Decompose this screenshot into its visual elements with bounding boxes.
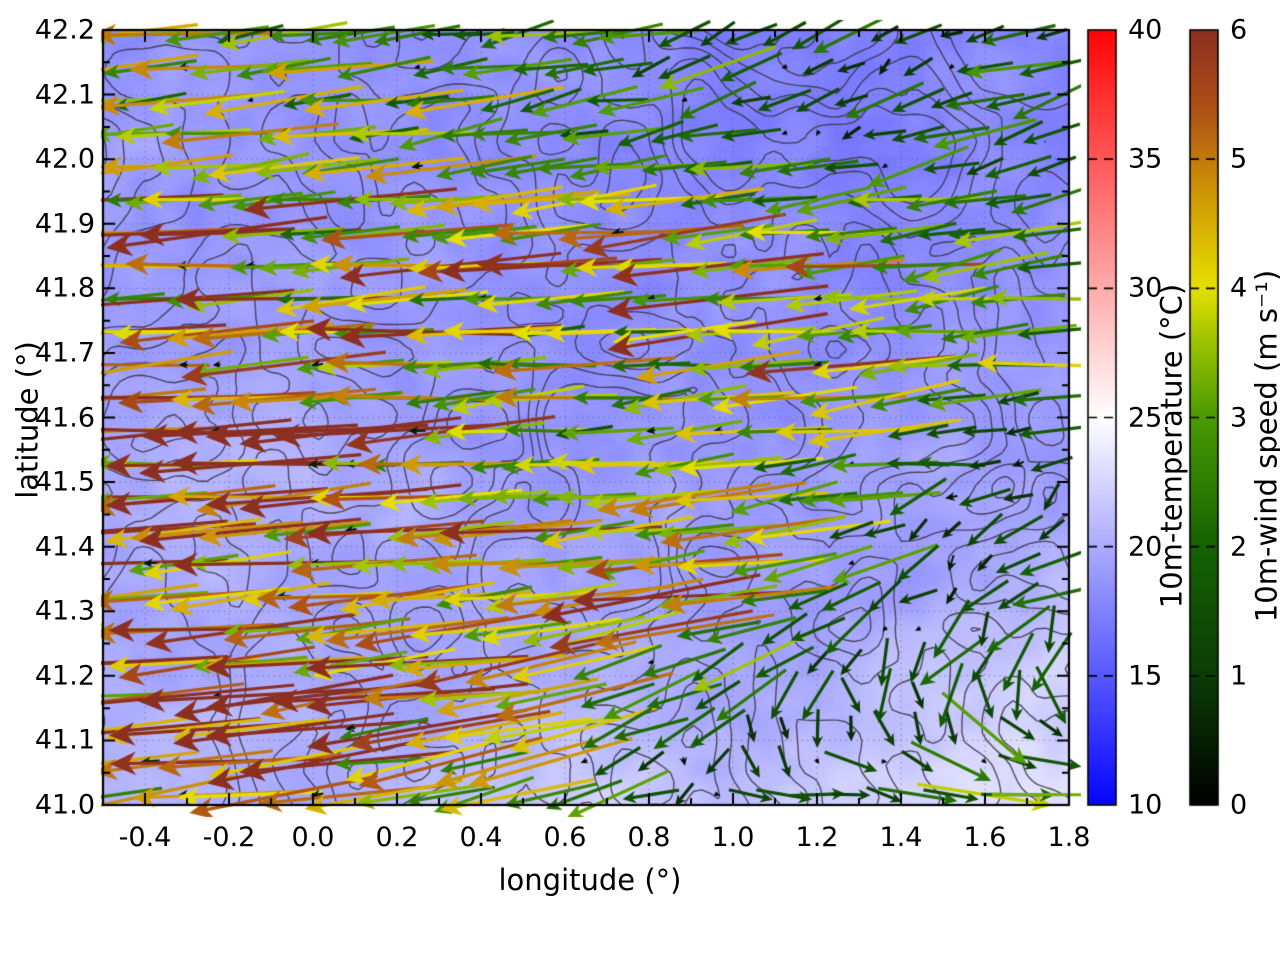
y-tick-label: 42.2 — [34, 14, 95, 46]
wind-colorbar-tick-label: 5 — [1230, 143, 1248, 175]
x-tick-label: 1.8 — [1047, 822, 1091, 853]
wind-colorbar-tick-label: 3 — [1230, 402, 1248, 433]
temperature-colorbar-title: 10m-temperature (°C) — [1154, 283, 1189, 609]
wind-colorbar-tick-label: 6 — [1230, 14, 1248, 46]
y-tick-label: 41.0 — [34, 789, 95, 821]
wind-colorbar-tick-label: 2 — [1230, 531, 1248, 563]
wind-colorbar-tick-label: 4 — [1230, 272, 1248, 304]
x-tick-label: 0.8 — [627, 822, 671, 853]
temperature-colorbar-tick-label: 25 — [1128, 402, 1163, 433]
y-tick-label: 41.7 — [34, 337, 95, 369]
y-axis-title: latitude (°) — [10, 341, 45, 499]
x-tick-label: 0.2 — [375, 822, 419, 853]
temperature-colorbar-tick-label: 10 — [1128, 789, 1163, 821]
temperature-colorbar-tick-label: 30 — [1128, 272, 1163, 304]
y-tick-label: 41.2 — [34, 660, 95, 692]
x-tick-label: 0.6 — [543, 822, 587, 853]
wind-colorbar-tick-label: 0 — [1230, 789, 1248, 821]
x-tick-label: 1.6 — [963, 822, 1007, 853]
x-tick-label: 0.4 — [459, 822, 503, 853]
wind-colorbar-tick-label: 1 — [1230, 660, 1248, 692]
x-tick-label: 1.0 — [711, 822, 755, 853]
x-axis-title: longitude (°) — [498, 863, 682, 897]
y-tick-label: 42.0 — [34, 143, 95, 175]
y-tick-label: 41.5 — [34, 466, 95, 498]
temperature-colorbar-tick-label: 40 — [1128, 14, 1163, 46]
wind-colorbar-title: 10m-wind speed (m s⁻¹) — [1249, 269, 1280, 623]
temperature-colorbar-tick-label: 35 — [1128, 143, 1163, 175]
y-tick-label: 41.1 — [34, 724, 95, 756]
x-tick-label: -0.4 — [118, 822, 172, 853]
y-tick-label: 41.6 — [34, 402, 95, 433]
y-tick-label: 41.4 — [34, 531, 95, 563]
y-tick-label: 41.3 — [34, 595, 95, 627]
x-tick-label: -0.2 — [202, 822, 256, 853]
x-tick-label: 1.2 — [795, 822, 839, 853]
temperature-colorbar-tick-label: 15 — [1128, 660, 1163, 692]
temperature-colorbar-tick-label: 20 — [1128, 531, 1163, 563]
y-tick-label: 42.1 — [34, 79, 95, 111]
x-tick-label: 1.4 — [879, 822, 923, 853]
y-tick-label: 41.9 — [34, 208, 95, 240]
y-tick-label: 41.8 — [34, 272, 95, 304]
x-tick-label: 0.0 — [291, 822, 335, 853]
